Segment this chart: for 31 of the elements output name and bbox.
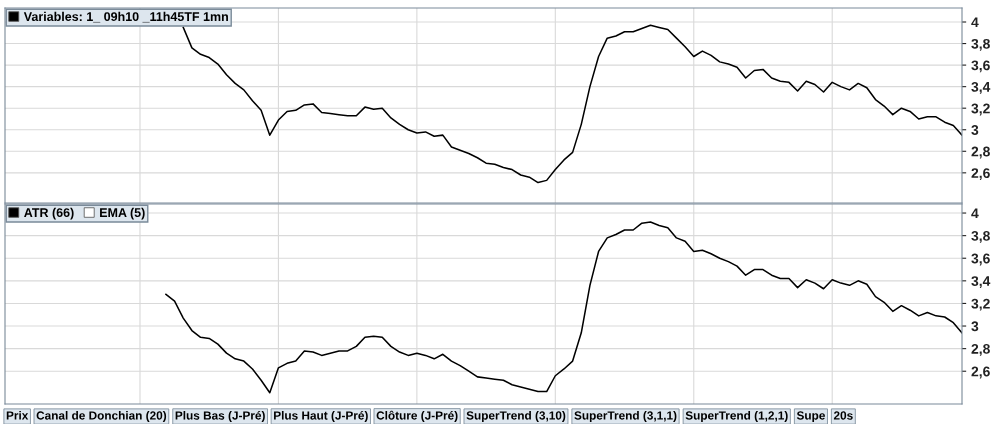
- text: Prix: [6, 411, 29, 420]
- text: Canal de Donchian (20): [36, 411, 167, 422]
- y-tick-label: 3,8: [971, 38, 990, 51]
- text: SuperTrend (3,10): [466, 411, 566, 422]
- y-tick-label: 3,6: [971, 253, 990, 266]
- y-tick-label: 4: [971, 17, 979, 28]
- text: Plus Bas (J-Pré): [175, 410, 265, 422]
- y-tick-label: 3,6: [971, 60, 990, 73]
- y-tick-label: 3,2: [971, 298, 990, 311]
- legend-label: EMA (5): [100, 207, 145, 220]
- y-tick-label: 3,2: [971, 103, 990, 116]
- y-tick-label: 3,4: [971, 276, 991, 289]
- y-tick-label: 3: [971, 321, 979, 332]
- y-tick-label: 3,4: [971, 81, 991, 94]
- y-tick-label: 3,8: [971, 230, 990, 243]
- y-tick-label: 2,6: [971, 366, 990, 379]
- y-tick-label: 3: [971, 125, 979, 135]
- y-tick-label: 2,6: [971, 168, 990, 181]
- legend-label: ATR (66): [24, 207, 74, 220]
- text: SuperTrend (3,1,1): [574, 411, 677, 422]
- text: 20s: [833, 411, 853, 420]
- text: Clôture (J-Pré): [376, 410, 458, 422]
- line-series: [182, 24, 962, 184]
- legend-label: Variables: 1_ 09h10 _11h45TF 1mn: [23, 11, 228, 23]
- text: Supe: [796, 411, 825, 422]
- y-tick-label: 2,8: [971, 146, 990, 159]
- y-tick-label: 2,8: [971, 343, 990, 356]
- text: Plus Haut (J-Pré): [274, 410, 368, 422]
- text: SuperTrend (1,2,1): [685, 411, 788, 422]
- line-series: [165, 221, 962, 394]
- y-tick-label: 4: [971, 208, 979, 219]
